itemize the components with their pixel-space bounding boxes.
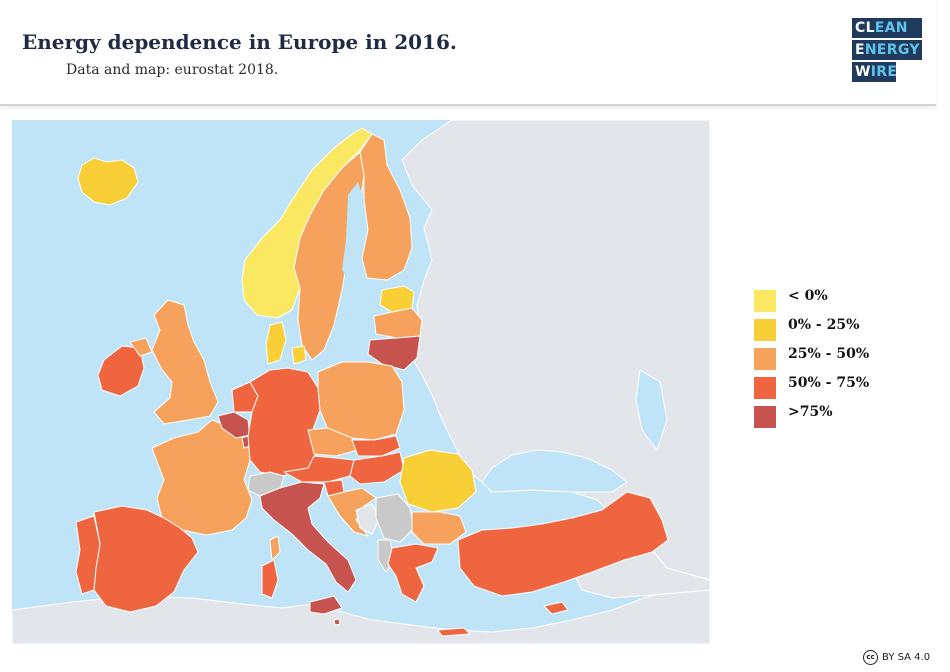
country-finland (359, 133, 413, 281)
legend-label: 0% - 25% (788, 317, 860, 333)
country-turkey (457, 491, 669, 597)
country-serbia-no-data (375, 493, 415, 543)
country-lithuania (367, 335, 421, 371)
country-poland (317, 361, 405, 441)
creative-commons-icon: cc (863, 650, 878, 665)
legend-label: < 0% (788, 288, 828, 304)
legend-label: 25% - 50% (788, 346, 870, 362)
license-text: BY SA 4.0 (882, 652, 931, 663)
logo-line-clean: CLEAN (852, 18, 922, 38)
country-denmark (265, 321, 287, 365)
country-malta (333, 618, 341, 626)
country-slovakia (351, 435, 401, 457)
license-badge[interactable]: cc BY SA 4.0 (863, 650, 930, 665)
country-portugal (75, 515, 101, 595)
country-latvia (373, 307, 423, 339)
legend-label: 50% - 75% (788, 375, 870, 391)
country-france (151, 419, 253, 536)
country-crete (437, 627, 471, 637)
country-germany (247, 367, 321, 477)
country-northern-ireland (129, 337, 153, 357)
clean-energy-wire-logo[interactable]: CLEAN ENERGY WIRE (852, 18, 922, 84)
country-bosnia-no-data (355, 503, 381, 535)
page-subtitle: Data and map: eurostat 2018. (66, 62, 279, 78)
caspian-sea (635, 369, 668, 451)
gulf-of-bothnia (342, 182, 364, 280)
logo-line-wire: WIRE (852, 62, 897, 82)
country-greece (387, 543, 439, 603)
legend-label: >75% (788, 404, 833, 420)
europe-map (12, 120, 710, 644)
black-sea (481, 449, 628, 493)
legend-swatch (754, 319, 776, 341)
country-iceland (77, 157, 139, 206)
country-estonia (379, 285, 415, 313)
country-italy (259, 481, 357, 593)
country-sardinia (261, 559, 279, 599)
country-corsica (269, 535, 281, 561)
country-romania (399, 449, 477, 513)
page-title: Energy dependence in Europe in 2016. (22, 30, 457, 54)
legend-swatch (754, 348, 776, 370)
country-united-kingdom (151, 299, 219, 425)
country-bulgaria (411, 511, 467, 545)
country-sicily (309, 595, 343, 615)
legend-swatch (754, 377, 776, 399)
header: Energy dependence in Europe in 2016. Dat… (0, 0, 936, 106)
legend-swatch (754, 406, 776, 428)
country-hungary (349, 451, 405, 485)
country-cyprus (543, 601, 569, 615)
europe-map-svg (12, 120, 710, 644)
logo-line-energy: ENERGY (852, 40, 922, 60)
country-denmark-islands (291, 345, 307, 365)
legend-swatch (754, 290, 776, 312)
country-ireland (97, 345, 145, 397)
